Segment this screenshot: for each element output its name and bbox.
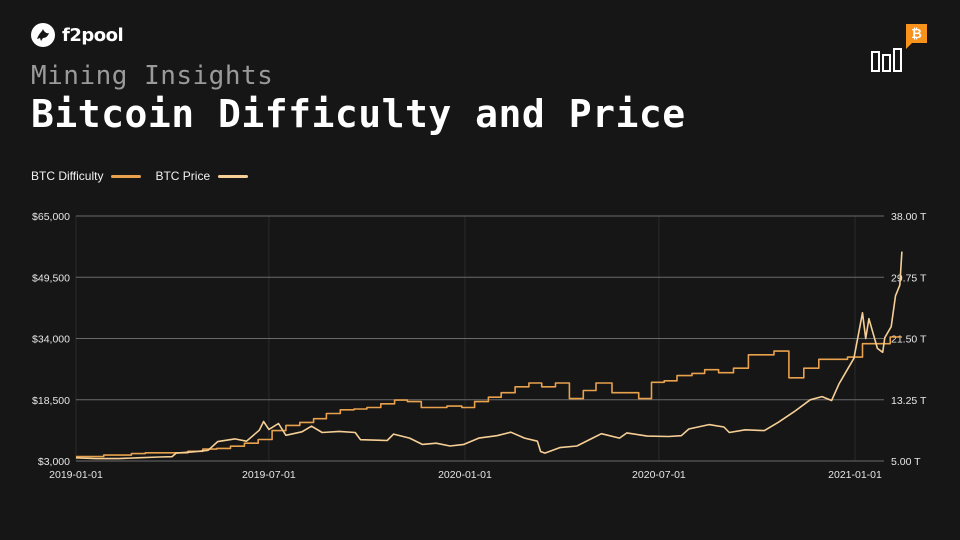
series-line-btc-difficulty: [76, 336, 902, 458]
y-left-tick-label: $3,000: [38, 456, 70, 468]
bird-logo-icon: [31, 23, 55, 47]
y-left-tick-label: $34,000: [32, 334, 70, 346]
y-left-tick-label: $18,500: [32, 395, 70, 407]
page-kicker: Mining Insights: [31, 61, 274, 91]
brand-name: f2pool: [62, 24, 124, 46]
page-title: Bitcoin Difficulty and Price: [31, 92, 686, 136]
y-left-tick-label: $65,000: [32, 211, 70, 223]
series-line-btc-price: [75, 251, 903, 460]
x-tick-label: 2021-01-01: [828, 469, 882, 481]
bitcoin-bar-chart-icon: ₿: [871, 24, 927, 72]
x-tick-label: 2020-01-01: [438, 469, 492, 481]
legend-label-price: BTC Price: [155, 169, 211, 183]
y-right-tick-label: 29.75 T: [891, 272, 927, 284]
legend-item-price[interactable]: BTC Price: [155, 169, 249, 183]
y-right-tick-label: 5.00 T: [891, 456, 921, 468]
legend-label-difficulty: BTC Difficulty: [31, 169, 104, 183]
chart-legend: BTC Difficulty BTC Price: [31, 169, 262, 183]
y-right-tick-label: 13.25 T: [891, 395, 927, 407]
axis-layer: 2019-01-01 2019-07-01 2020-01-01 2020-07-01…: [32, 211, 927, 481]
svg-text:₿: ₿: [911, 26, 922, 41]
legend-swatch-difficulty: [111, 174, 142, 178]
y-right-tick-label: 21.50 T: [891, 334, 927, 346]
legend-swatch-price: [218, 174, 249, 178]
y-right-tick-label: 38.00 T: [891, 211, 927, 223]
x-tick-label: 2019-07-01: [242, 469, 296, 481]
legend-item-difficulty[interactable]: BTC Difficulty: [31, 169, 142, 183]
grid-layer: [75, 215, 884, 462]
x-tick-label: 2020-07-01: [632, 469, 686, 481]
x-tick-label: 2019-01-01: [49, 469, 103, 481]
brand: f2pool: [31, 23, 124, 47]
series-layer: [75, 251, 903, 460]
y-left-tick-label: $49,500: [32, 272, 70, 284]
